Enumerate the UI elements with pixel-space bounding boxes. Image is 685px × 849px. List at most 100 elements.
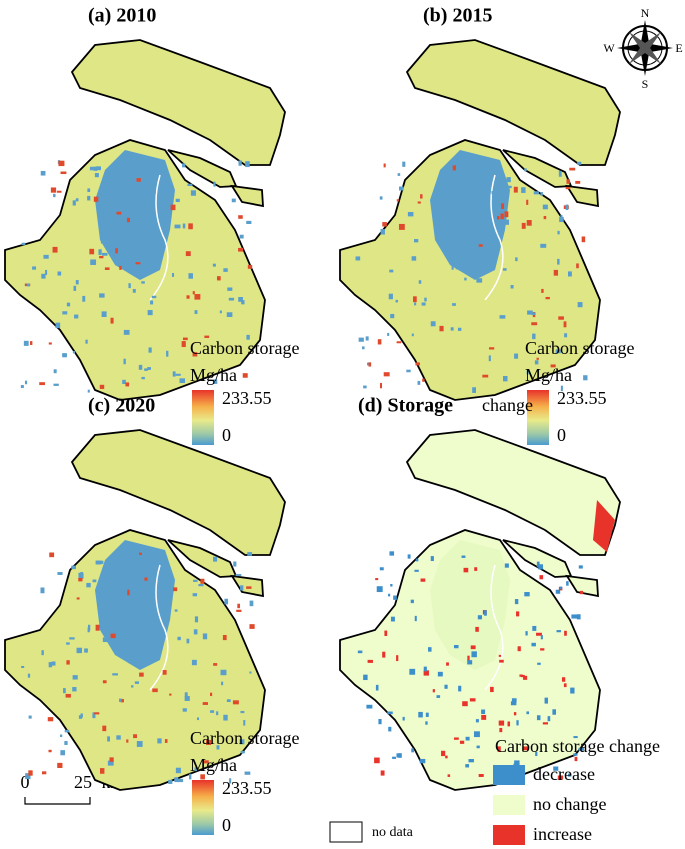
land-patch [210,692,213,697]
land-patch [377,339,382,345]
land-patch [577,302,583,308]
land-patch [206,739,212,745]
land-patch [87,195,91,201]
land-patch [126,739,129,743]
land-patch [80,571,83,576]
land-patch [220,669,227,676]
land-patch [172,587,178,592]
land-patch [164,561,168,565]
land-patch [556,630,561,633]
land-patch [395,299,398,303]
land-patch [578,565,583,569]
land-patch [53,369,57,374]
urban-core [95,150,175,280]
land-patch [498,654,501,657]
land-patch [249,600,254,607]
land-patch [66,642,70,645]
land-patch [536,357,539,360]
land-patch [450,327,454,331]
land-patch [227,287,233,291]
land-patch [452,303,456,306]
land-patch [75,198,79,202]
land-patch [501,203,505,209]
land-patch [139,552,142,556]
land-patch [192,593,198,597]
land-patch [389,269,394,273]
land-patch [107,760,114,766]
land-patch [49,552,55,558]
land-patch [182,223,186,229]
land-patch [125,382,130,387]
land-patch [100,240,107,244]
land-patch [21,242,26,246]
land-patch [161,174,166,178]
land-patch [455,220,461,226]
land-patch [72,675,78,680]
land-patch [420,194,423,199]
land-patch [110,317,114,324]
land-patch [202,633,208,640]
land-patch [134,681,139,684]
legend-swatch [493,795,525,815]
land-patch [415,362,420,366]
land-patch [246,586,252,589]
land-patch [213,663,218,666]
land-patch [422,378,425,382]
land-patch [110,633,116,639]
land-patch [166,350,169,357]
land-patch [244,771,251,775]
land-patch [59,734,63,738]
land-patch [516,720,519,726]
land-patch [471,651,477,658]
land-patch [123,554,128,558]
land-patch [222,634,227,641]
land-patch [131,685,134,688]
land-patch [138,364,143,370]
land-patch [141,281,145,284]
land-patch [98,249,102,255]
land-patch [133,171,138,175]
legend-max: 233.55 [222,388,272,408]
land-patch [583,375,588,381]
land-patch [123,358,126,365]
land-patch [168,779,173,784]
land-patch [481,714,487,720]
land-patch [559,586,563,590]
land-patch [48,342,52,345]
land-patch [476,278,483,283]
land-patch [29,341,33,345]
land-patch [538,564,544,570]
land-patch [396,341,402,344]
land-patch [467,655,470,661]
land-patch [459,740,465,744]
land-patch [63,688,66,694]
land-patch [92,579,97,583]
land-patch [566,179,570,184]
land-patch [497,746,501,752]
land-patch [233,561,237,567]
land-patch [454,249,458,252]
land-patch [540,635,543,640]
land-patch [474,567,478,571]
compass-label: N [641,6,650,20]
land-patch [186,638,190,644]
land-patch [382,651,386,658]
land-patch [533,191,539,195]
land-patch [111,225,116,231]
land-patch [402,161,406,167]
land-patch [475,626,479,632]
land-patch [363,674,368,681]
land-patch [523,675,528,680]
land-patch [550,364,556,368]
land-patch [23,340,29,346]
land-patch [47,717,54,722]
land-patch [43,254,49,259]
land-patch [122,379,126,385]
land-patch [87,389,90,393]
land-patch [476,745,480,749]
land-patch [186,295,190,299]
land-patch [569,167,576,171]
land-patch [392,756,396,759]
land-patch [213,181,216,187]
land-patch [228,297,235,301]
